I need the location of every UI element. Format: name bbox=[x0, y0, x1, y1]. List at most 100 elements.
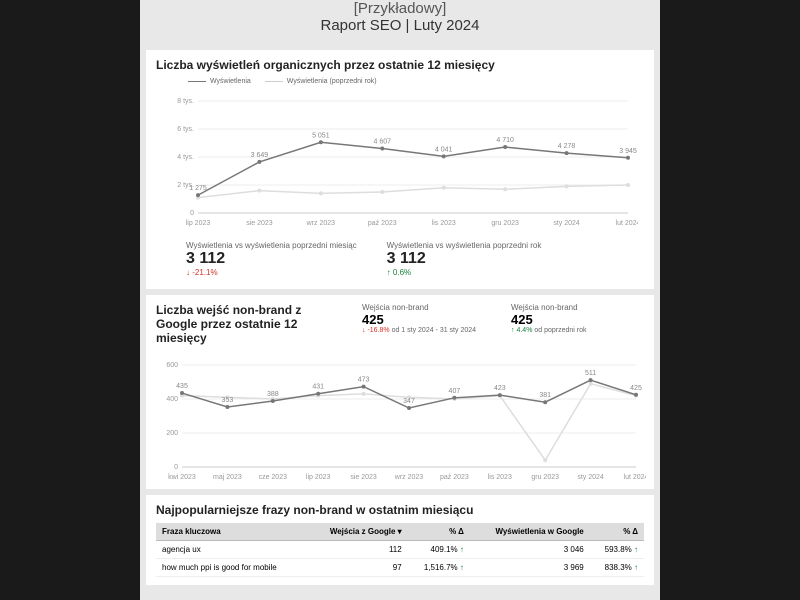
table-row: how much ppi is good for mobile971,516.7… bbox=[156, 559, 644, 577]
header-line2: Raport SEO | Luty 2024 bbox=[140, 17, 660, 34]
svg-text:473: 473 bbox=[358, 377, 370, 384]
svg-text:4 041: 4 041 bbox=[435, 146, 453, 153]
svg-text:lip 2023: lip 2023 bbox=[306, 474, 331, 481]
mini-stat: Wejścia non-brand425↑ 4.4% od poprzedni … bbox=[511, 303, 587, 345]
svg-text:4 278: 4 278 bbox=[558, 143, 576, 150]
svg-text:cze 2023: cze 2023 bbox=[259, 474, 288, 481]
stat-label: Wyświetlenia vs wyświetlenia poprzedni m… bbox=[186, 241, 357, 250]
chart2-svg: 0 200 400 600 kwi 2023 maj 2023 cze 2023 lip 20… bbox=[156, 351, 646, 481]
svg-text:3 945: 3 945 bbox=[619, 148, 637, 155]
svg-text:lip 2023: lip 2023 bbox=[186, 220, 211, 227]
chart1-wrap: Wyświetlenia Wyświetlenia (poprzedni rok… bbox=[168, 78, 632, 227]
mini-stat-label: Wejścia non-brand bbox=[511, 303, 587, 312]
chart1-stats: Wyświetlenia vs wyświetlenia poprzedni m… bbox=[186, 241, 644, 277]
legend-current: Wyświetlenia bbox=[188, 78, 251, 85]
stat-value: 3 112 bbox=[387, 250, 542, 268]
svg-text:431: 431 bbox=[312, 384, 324, 391]
legend-swatch-current bbox=[188, 81, 206, 82]
chart1-svg: 02 tys.4 tys.6 tys.8 tys.lip 2023sie 202… bbox=[168, 87, 638, 227]
table-title: Najpopularniejsze frazy non-brand w osta… bbox=[156, 503, 644, 517]
table-cell: 838.3% ↑ bbox=[590, 559, 644, 577]
svg-text:200: 200 bbox=[166, 430, 178, 437]
chart1-legend: Wyświetlenia Wyświetlenia (poprzedni rok… bbox=[188, 78, 632, 85]
mini-stat-label: Wejścia non-brand bbox=[362, 303, 476, 312]
svg-text:353: 353 bbox=[222, 397, 234, 404]
legend-prev: Wyświetlenia (poprzedni rok) bbox=[265, 78, 377, 85]
svg-text:paź 2023: paź 2023 bbox=[440, 474, 469, 481]
stat-block: Wyświetlenia vs wyświetlenia poprzedni r… bbox=[387, 241, 542, 277]
table-col-header: Fraza kluczowa bbox=[156, 523, 307, 541]
organic-views-card: Liczba wyświetleń organicznych przez ost… bbox=[146, 50, 654, 289]
table-header-row: Fraza kluczowaWejścia z Google ▾% ΔWyświ… bbox=[156, 523, 644, 541]
svg-text:1 275: 1 275 bbox=[189, 185, 207, 192]
svg-text:wrz 2023: wrz 2023 bbox=[306, 220, 336, 227]
svg-text:388: 388 bbox=[267, 391, 279, 398]
header-line1: [Przykładowy] bbox=[140, 0, 660, 17]
svg-text:lut 2024: lut 2024 bbox=[624, 474, 646, 481]
svg-text:maj 2023: maj 2023 bbox=[213, 474, 242, 481]
mini-stat-sub: ↓ -16.8% od 1 sty 2024 - 31 sty 2024 bbox=[362, 327, 476, 334]
svg-text:0: 0 bbox=[190, 210, 194, 217]
svg-text:kwi 2023: kwi 2023 bbox=[168, 474, 196, 481]
legend-label-current: Wyświetlenia bbox=[210, 78, 251, 85]
mini-stat: Wejścia non-brand425↓ -16.8% od 1 sty 20… bbox=[362, 303, 476, 345]
svg-text:511: 511 bbox=[585, 370, 596, 377]
stat-delta: ↑ 0.6% bbox=[387, 268, 542, 277]
svg-text:gru 2023: gru 2023 bbox=[491, 220, 519, 227]
svg-text:6 tys.: 6 tys. bbox=[177, 126, 194, 133]
svg-text:4 710: 4 710 bbox=[496, 137, 514, 144]
mini-stat-value: 425 bbox=[362, 312, 476, 327]
table-col-header: % Δ bbox=[408, 523, 470, 541]
svg-text:lut 2024: lut 2024 bbox=[616, 220, 638, 227]
table-cell: 1,516.7% ↑ bbox=[408, 559, 470, 577]
chart2-header: Liczba wejść non-brand z Google przez os… bbox=[156, 303, 644, 345]
table-body: agencja ux112409.1% ↑3 046593.8% ↑how mu… bbox=[156, 541, 644, 577]
keywords-table-card: Najpopularniejsze frazy non-brand w osta… bbox=[146, 495, 654, 585]
legend-label-prev: Wyświetlenia (poprzedni rok) bbox=[287, 78, 377, 85]
svg-text:600: 600 bbox=[166, 362, 178, 369]
table-col-header: % Δ bbox=[590, 523, 644, 541]
stat-block: Wyświetlenia vs wyświetlenia poprzedni m… bbox=[186, 241, 357, 277]
table-row: agencja ux112409.1% ↑3 046593.8% ↑ bbox=[156, 541, 644, 559]
svg-text:sie 2023: sie 2023 bbox=[246, 220, 273, 227]
mini-stat-value: 425 bbox=[511, 312, 587, 327]
svg-text:407: 407 bbox=[449, 388, 461, 395]
report-page: [Przykładowy] Raport SEO | Luty 2024 Lic… bbox=[140, 0, 660, 600]
svg-text:435: 435 bbox=[176, 383, 188, 390]
svg-text:4 607: 4 607 bbox=[374, 139, 392, 146]
stat-label: Wyświetlenia vs wyświetlenia poprzedni r… bbox=[387, 241, 542, 250]
svg-text:0: 0 bbox=[174, 464, 178, 471]
keywords-table: Fraza kluczowaWejścia z Google ▾% ΔWyświ… bbox=[156, 523, 644, 577]
svg-text:wrz 2023: wrz 2023 bbox=[394, 474, 424, 481]
mini-stat-sub: ↑ 4.4% od poprzedni rok bbox=[511, 327, 587, 334]
stat-delta: ↓ -21.1% bbox=[186, 268, 357, 277]
svg-text:sty 2024: sty 2024 bbox=[553, 220, 580, 227]
svg-text:423: 423 bbox=[494, 385, 506, 392]
nonbrand-card: Liczba wejść non-brand z Google przez os… bbox=[146, 295, 654, 489]
chart2-title: Liczba wejść non-brand z Google przez os… bbox=[156, 303, 346, 345]
table-cell: how much ppi is good for mobile bbox=[156, 559, 307, 577]
svg-text:425: 425 bbox=[630, 385, 642, 392]
table-cell: agencja ux bbox=[156, 541, 307, 559]
table-cell: 593.8% ↑ bbox=[590, 541, 644, 559]
svg-text:gru 2023: gru 2023 bbox=[531, 474, 559, 481]
table-cell: 97 bbox=[307, 559, 407, 577]
table-col-header: Wyświetlenia w Google bbox=[470, 523, 590, 541]
table-cell: 3 969 bbox=[470, 559, 590, 577]
table-col-header: Wejścia z Google ▾ bbox=[307, 523, 407, 541]
table-cell: 409.1% ↑ bbox=[408, 541, 470, 559]
svg-text:5 051: 5 051 bbox=[312, 132, 330, 139]
svg-text:4 tys.: 4 tys. bbox=[177, 154, 194, 161]
chart2-inline-stats: Wejścia non-brand425↓ -16.8% od 1 sty 20… bbox=[362, 303, 644, 345]
svg-text:sty 2024: sty 2024 bbox=[577, 474, 604, 481]
svg-text:sie 2023: sie 2023 bbox=[350, 474, 377, 481]
svg-text:381: 381 bbox=[539, 392, 551, 399]
stat-value: 3 112 bbox=[186, 250, 357, 268]
svg-text:400: 400 bbox=[166, 396, 178, 403]
svg-text:lis 2023: lis 2023 bbox=[488, 474, 512, 481]
svg-text:8 tys.: 8 tys. bbox=[177, 98, 194, 105]
table-cell: 3 046 bbox=[470, 541, 590, 559]
svg-text:347: 347 bbox=[403, 398, 415, 405]
legend-swatch-prev bbox=[265, 81, 283, 82]
chart1-title: Liczba wyświetleń organicznych przez ost… bbox=[156, 58, 644, 72]
